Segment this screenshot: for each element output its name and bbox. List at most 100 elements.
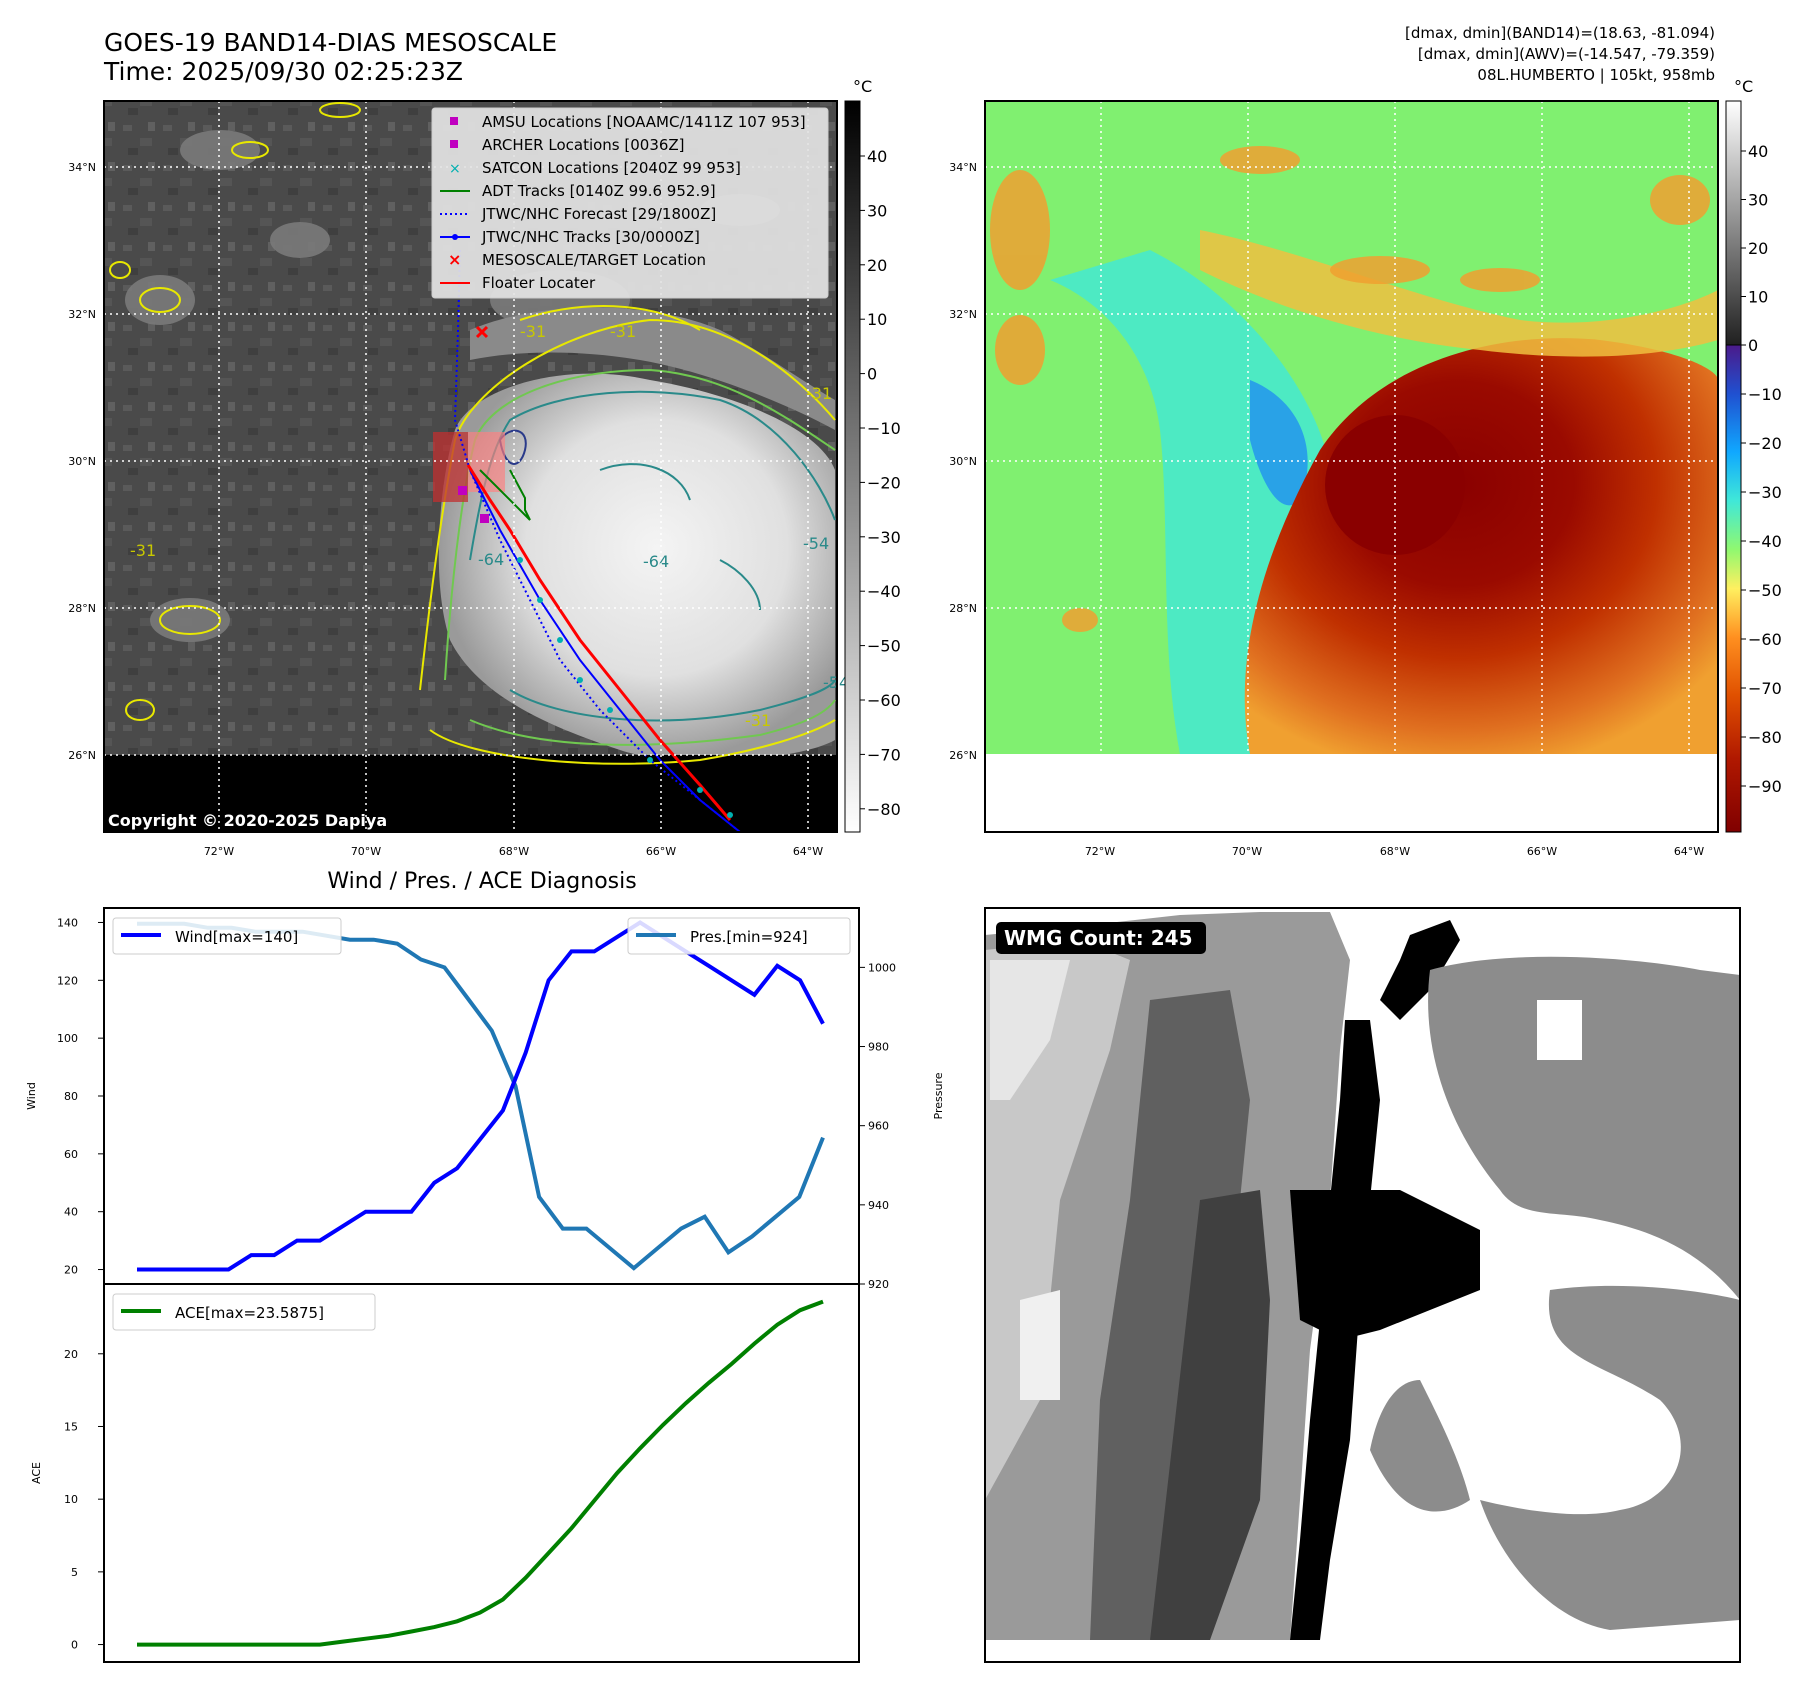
lon-tick-label: 66°W <box>1527 845 1557 858</box>
pressure-legend-label: Pres.[min=924] <box>690 928 808 946</box>
legend-entry: AMSU Locations [NOAAMC/1411Z 107 953] <box>482 113 806 131</box>
wind-legend-label: Wind[max=140] <box>175 928 298 946</box>
archer-marker <box>480 514 489 523</box>
target-box <box>468 432 505 492</box>
awv-cbar-tick-label: −70 <box>1748 679 1782 698</box>
ir-frame <box>103 100 838 833</box>
ace-tick-label: 0 <box>71 1639 78 1652</box>
lat-tick-label: 30°N <box>949 455 977 468</box>
ace-legend-label: ACE[max=23.5875] <box>175 1304 324 1322</box>
wind-tick-label: 140 <box>57 916 78 929</box>
pressure-legend: Pres.[min=924] <box>627 917 851 955</box>
ir-cbar-tick-label: 0 <box>867 365 877 384</box>
lon-tick-label: 72°W <box>204 845 234 858</box>
wmg-dark-band <box>1090 990 1250 1640</box>
wind-tick-label: 120 <box>57 974 78 987</box>
ace-tick-label: 5 <box>71 1566 78 1579</box>
wmg-panel: WMG Count: 245 <box>984 907 1741 1663</box>
contour-31 <box>109 102 836 765</box>
awv-moist-patches <box>990 146 1710 632</box>
lon-tick-label: 64°W <box>793 845 823 858</box>
contour-label: -31 <box>130 541 156 560</box>
awv-colorbar: °C 40 30 20 10 0 −10 −20 −30 −40 −50 −60 −70 −80 −90 <box>1725 77 1782 833</box>
awv-cbar-tick-label: −50 <box>1748 581 1782 600</box>
awv-colorbar-unit: °C <box>1734 77 1753 96</box>
lon-tick-label: 70°W <box>1232 845 1262 858</box>
awv-cbar-tick-label: −80 <box>1748 728 1782 747</box>
ir-cbar-tick-label: −50 <box>867 637 901 656</box>
figure-time: Time: 2025/09/30 02:25:23Z <box>103 57 463 86</box>
pressure-tick-label: 980 <box>868 1041 889 1054</box>
contour-label: -54 <box>803 534 829 553</box>
pressure-tick-label: 960 <box>868 1120 889 1133</box>
ir-cbar-tick-label: −60 <box>867 691 901 710</box>
wind-tick-label: 100 <box>57 1032 78 1045</box>
contour-label: -31 <box>520 322 546 341</box>
awv-cbar-tick-label: −90 <box>1748 777 1782 796</box>
pressure-tick-label: 920 <box>868 1278 889 1291</box>
awv-cbar-tick-label: −40 <box>1748 532 1782 551</box>
jtwc-forecast-track <box>453 249 741 833</box>
map-lat-labels: 34°N 32°N 30°N 28°N 26°N 34°N 32°N 30°N 28°N 26°N <box>68 161 977 762</box>
awv-cbar-tick-label: −10 <box>1748 385 1782 404</box>
lat-tick-label: 28°N <box>949 602 977 615</box>
ir-cbar-tick-label: −20 <box>867 473 901 492</box>
wind-legend: Wind[max=140] <box>112 917 342 955</box>
lat-tick-label: 26°N <box>68 749 96 762</box>
pressure-axis-label: Pressure <box>932 1072 945 1119</box>
ir-cbar-tick-label: −40 <box>867 582 901 601</box>
map-lon-labels: 72°W 70°W 68°W 66°W 64°W 72°W 70°W 68°W 66°W 64°W <box>204 845 1704 858</box>
awv-nodata-region <box>985 754 1718 832</box>
ir-cbar-tick-label: 30 <box>867 201 887 220</box>
ir-outflow-band <box>470 307 835 430</box>
ir-colorbar: °C 40 30 20 10 0 −10 −20 −30 −40 −50 −60 −70 −80 <box>844 77 901 833</box>
awv-gridlines <box>985 101 1718 754</box>
pressure-tick-label: 1000 <box>868 961 896 974</box>
ace-tick-label: 15 <box>64 1420 78 1433</box>
wmg-darker-band <box>1150 1190 1270 1640</box>
awv-moist-band <box>1200 230 1718 357</box>
ace-series-line <box>137 1299 824 1647</box>
wmg-right-gray <box>1428 956 1740 1300</box>
lon-tick-label: 70°W <box>351 845 381 858</box>
awv-cbar-tick-label: −30 <box>1748 483 1782 502</box>
lon-tick-label: 72°W <box>1085 845 1115 858</box>
lon-tick-label: 66°W <box>646 845 676 858</box>
awv-cbar-tick-label: −20 <box>1748 434 1782 453</box>
legend-entry: Floater Locater <box>482 274 596 292</box>
wind-series-line <box>137 920 825 1272</box>
wind-frame <box>103 907 860 1285</box>
legend-entry: JTWC/NHC Forecast [29/1800Z] <box>481 205 716 223</box>
ace-tick-label: 20 <box>64 1348 78 1361</box>
contour-40 <box>444 368 836 746</box>
ace-tick-label: 10 <box>64 1493 78 1506</box>
wmg-lower-right-gray <box>1480 1285 1740 1630</box>
wmg-count-label: WMG Count: 245 <box>1004 926 1193 950</box>
wind-axis-label: Wind <box>25 1082 38 1110</box>
contour-64 <box>498 429 527 465</box>
figure-title: GOES-19 BAND14-DIAS MESOSCALE <box>104 28 557 57</box>
lon-tick-label: 68°W <box>1380 845 1410 858</box>
lat-tick-label: 30°N <box>68 455 96 468</box>
contour-label: -31 <box>806 384 832 403</box>
floater-locater-track <box>466 464 732 821</box>
wmg-lighter-field <box>990 960 1070 1100</box>
wind-tick-label: 60 <box>64 1148 78 1161</box>
ir-cbar-tick-label: 10 <box>867 310 887 329</box>
legend-entry: JTWC/NHC Tracks [30/0000Z] <box>481 228 700 246</box>
awv-frame <box>984 100 1719 833</box>
awv-map-panel <box>984 100 1719 833</box>
pressure-y-ticks: 920 940 960 980 1000 <box>859 961 896 1291</box>
ir-colorbar-ticks: 40 30 20 10 0 −10 −20 −30 −40 −50 −60 −70 −80 <box>860 147 901 819</box>
wind-tick-label: 40 <box>64 1206 78 1219</box>
lat-tick-label: 34°N <box>949 161 977 174</box>
lat-tick-label: 32°N <box>949 308 977 321</box>
ir-map-panel: -31 -31 -31 -31 -31 -54 -64 -64 -54 <box>103 100 849 833</box>
wmg-frame <box>984 907 1741 1663</box>
awv-dry-core <box>1250 380 1308 506</box>
satcon-markers <box>517 557 733 818</box>
legend-entry: MESOSCALE/TARGET Location <box>482 251 706 269</box>
contour-label: -64 <box>643 552 669 571</box>
